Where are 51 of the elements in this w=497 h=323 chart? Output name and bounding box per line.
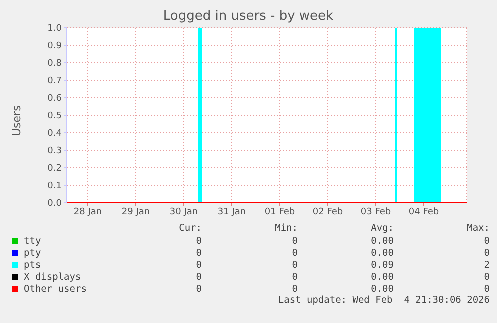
x-tick-label: 30 Jan — [170, 207, 198, 218]
y-tick-label: 0.0 — [48, 199, 62, 210]
text: 0.00 — [370, 236, 394, 246]
y-tick-label: 0.5 — [48, 112, 62, 122]
text: 0 — [291, 236, 298, 246]
text: 0.09 — [370, 260, 394, 270]
y-axis-title: Users — [10, 106, 24, 136]
x-tick-label: 29 Jan — [122, 207, 150, 218]
text: 0 — [291, 260, 298, 270]
text: 0 — [195, 236, 202, 246]
text: 2 — [483, 260, 490, 270]
text: 0.00 — [370, 272, 394, 282]
text: 0 — [195, 284, 202, 294]
legend-label: pty — [24, 248, 42, 258]
x-tick-label: 01 Feb — [264, 207, 296, 218]
legend-label: tty — [24, 236, 42, 246]
y-tick-label: 0.1 — [48, 182, 62, 192]
x-tick-label: 28 Jan — [74, 207, 102, 218]
text: Cur: — [178, 223, 202, 235]
legend-label: pts — [24, 260, 42, 270]
text: 0 — [291, 284, 298, 294]
y-tick-label: 0.9 — [48, 42, 62, 52]
legend-label: Other users — [24, 284, 87, 294]
y-tick-label: 0.6 — [48, 94, 62, 104]
text: 0 — [483, 284, 490, 294]
y-tick-label: 0.3 — [48, 146, 62, 157]
x-tick-label: 04 Feb — [408, 207, 440, 218]
legend-label: X displays — [24, 272, 82, 282]
text: 0 — [195, 260, 202, 270]
chart-title: Logged in users - by week — [162, 9, 335, 24]
text: 0 — [291, 272, 298, 282]
y-tick-label: 0.4 — [48, 129, 62, 140]
text: Last update: Wed Feb 4 21:30:06 2026 — [277, 295, 490, 307]
y-tick-label: 1.0 — [48, 24, 62, 34]
text: 0 — [195, 248, 202, 258]
text: 0.00 — [370, 284, 394, 294]
text: 0 — [483, 236, 490, 246]
y-tick-label: 0.8 — [48, 59, 62, 70]
text: 0 — [195, 272, 202, 282]
text: 0 — [483, 248, 490, 258]
x-tick-label: 03 Feb — [360, 207, 392, 218]
y-tick-label: 0.2 — [48, 164, 62, 174]
y-tick-label: 0.7 — [48, 76, 62, 87]
text: Min: — [274, 223, 298, 235]
x-tick-label: 02 Feb — [312, 207, 344, 218]
x-tick-label: 31 Jan — [218, 207, 246, 218]
text: 0 — [483, 272, 490, 282]
text: 0 — [291, 248, 298, 258]
text: Avg: — [370, 223, 394, 235]
text: 0.00 — [370, 248, 394, 258]
text: Max: — [466, 223, 490, 235]
